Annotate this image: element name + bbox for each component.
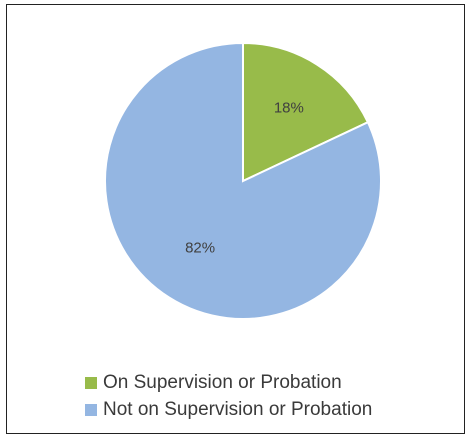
pie-slice-1 bbox=[104, 41, 382, 320]
legend-swatch-on-supervision bbox=[85, 376, 97, 389]
legend-item-not-on-supervision: Not on Supervision or Probation bbox=[85, 396, 372, 423]
pie-slice-0 bbox=[242, 41, 370, 183]
pie-data-labels: 18% 82% bbox=[185, 100, 304, 257]
pie-chart: 18% 82% bbox=[104, 41, 382, 320]
pie-data-label-1: 82% bbox=[185, 240, 215, 257]
legend-label-not-on-supervision: Not on Supervision or Probation bbox=[103, 398, 373, 420]
pie-slices bbox=[104, 41, 382, 320]
legend-swatch-not-on-supervision bbox=[85, 403, 97, 416]
pie-data-label-0: 18% bbox=[274, 100, 304, 117]
legend-item-on-supervision: On Supervision or Probation bbox=[85, 369, 372, 396]
chart-legend: On Supervision or Probation Not on Super… bbox=[85, 369, 372, 423]
legend-label-on-supervision: On Supervision or Probation bbox=[103, 371, 342, 393]
chart-frame: 18% 82% On Supervision or Probation Not o… bbox=[6, 4, 465, 434]
